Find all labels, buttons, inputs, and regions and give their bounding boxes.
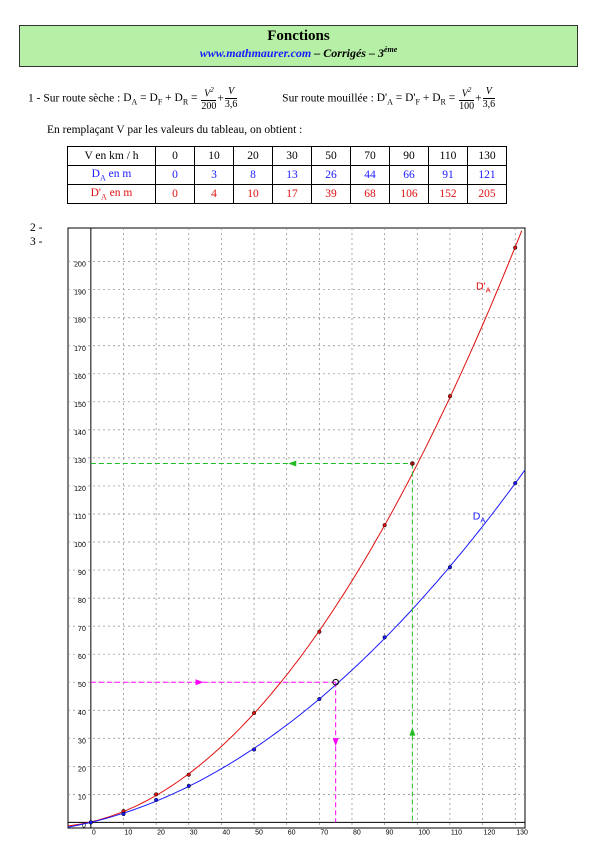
data-point: [317, 629, 322, 634]
series-line: [67, 230, 523, 827]
y-tick-label: 110: [75, 514, 86, 521]
x-tick-label: 50: [255, 829, 263, 836]
data-point: [447, 394, 452, 399]
series-label: DA: [473, 511, 486, 525]
data-point: [88, 820, 93, 825]
data-point: [154, 792, 159, 797]
y-tick-label: 100: [74, 542, 86, 549]
dry-formula-lhs: DA = DF + DR =: [123, 92, 198, 107]
x-tick-label: 30: [190, 829, 198, 836]
data-point: [252, 710, 257, 716]
fraction: V 3,6: [482, 86, 496, 111]
data-point: [186, 783, 191, 788]
green-arrow-left: [288, 460, 297, 467]
question-1-number: 1 -: [28, 92, 41, 105]
table-cell: 205: [467, 184, 507, 204]
table-cell: 121: [467, 165, 507, 185]
y-tick-label: 90: [78, 570, 86, 577]
y-tick-label: 140: [74, 430, 86, 437]
page-header: Fonctions www.mathmaurer.com – Corrigés …: [19, 25, 578, 67]
subtitle-sup: ème: [383, 45, 398, 54]
y-tick-label: 190: [74, 290, 86, 297]
magenta-arrow-right: [195, 679, 204, 686]
table-cell: 152: [428, 184, 468, 204]
data-point: [317, 696, 322, 702]
fraction: V2 100: [459, 86, 475, 113]
y-tick-label: 0: [82, 822, 86, 829]
page-subtitle: www.mathmaurer.com – Corrigés – 3ème: [20, 45, 577, 61]
data-point: [513, 481, 518, 486]
y-tick-label: 130: [74, 458, 86, 465]
x-tick-label: 0: [92, 829, 96, 836]
magenta-arrow-down: [332, 738, 339, 747]
table-cell: 130: [467, 146, 507, 166]
row-header: D'A en m: [67, 184, 156, 204]
wet-prefix: Sur route mouillée :: [282, 92, 374, 105]
y-tick-label: 170: [74, 346, 86, 353]
values-table: V en km / h 0 10 20 30 50 70 90 110 130 …: [67, 146, 507, 204]
green-arrow-up: [409, 727, 416, 736]
dry-prefix: Sur route sèche :: [43, 92, 121, 105]
data-point: [154, 797, 159, 803]
formula-line: 1 - Sur route sèche : DA = DF + DR = V2 2…: [28, 86, 496, 113]
x-tick-label: 40: [222, 829, 230, 836]
x-tick-label: 110: [451, 829, 462, 836]
plot-frame: [67, 227, 526, 829]
y-tick-label: 80: [78, 598, 86, 605]
x-tick-label: 20: [157, 829, 165, 836]
table-row: D'A en m 0 4 10 17 39 68 106 152 205: [67, 184, 507, 204]
data-point: [382, 523, 387, 528]
x-tick-label: 70: [320, 829, 328, 836]
site-link[interactable]: www.mathmaurer.com: [199, 46, 312, 60]
data-point: [252, 747, 257, 752]
x-tick-label: 90: [386, 829, 394, 836]
fraction: V 3,6: [224, 86, 238, 111]
data-point: [513, 245, 518, 250]
row-header: DA en m: [67, 165, 156, 185]
fraction: V2 200: [201, 86, 217, 113]
data-point: [382, 635, 387, 640]
y-tick-label: 10: [78, 794, 86, 801]
x-tick-label: 120: [484, 829, 496, 836]
intro-text: En remplaçant V par les valeurs du table…: [47, 124, 303, 136]
y-tick-label: 180: [74, 318, 86, 325]
x-tick-label: 10: [124, 829, 132, 836]
question-3-number: 3 -: [30, 236, 43, 248]
question-2-number: 2 -: [30, 222, 43, 234]
y-tick-label: 200: [74, 262, 86, 269]
y-tick-label: 50: [78, 682, 86, 689]
page-title: Fonctions: [267, 28, 330, 44]
magenta-point-marker: [332, 678, 339, 686]
green-point-marker: [410, 461, 415, 466]
series-label: D'A: [476, 281, 491, 295]
y-tick-label: 40: [78, 710, 86, 717]
y-tick-label: 120: [74, 486, 86, 493]
wet-formula-lhs: D'A = D'F + DR =: [376, 92, 456, 107]
x-tick-label: 100: [418, 829, 430, 836]
x-tick-label: 80: [353, 829, 361, 836]
subtitle-text: – Corrigés – 3: [311, 46, 384, 60]
y-tick-label: 150: [74, 402, 86, 409]
y-tick-label: 70: [78, 626, 86, 633]
y-tick-label: 20: [78, 766, 86, 773]
data-point: [186, 772, 191, 777]
data-point: [447, 565, 452, 570]
y-tick-label: 60: [78, 654, 86, 661]
x-tick-label: 130: [516, 829, 528, 836]
y-tick-label: 30: [78, 738, 86, 745]
data-point: [121, 811, 126, 817]
table-row: DA en m 0 3 8 13 26 44 66 91 121: [67, 165, 507, 185]
y-tick-label: 160: [74, 374, 86, 381]
x-tick-label: 60: [288, 829, 296, 836]
